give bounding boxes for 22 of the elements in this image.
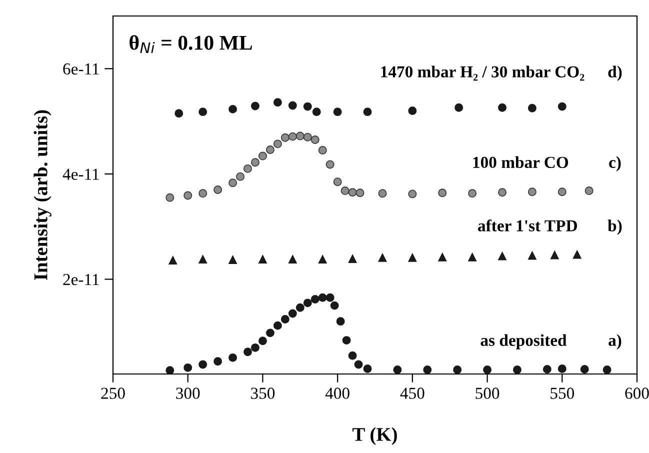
y-tick-label: 4e-11 xyxy=(62,168,99,180)
y-axis-title: Intensity (arb. units) xyxy=(34,110,52,280)
x-tick-label: 300 xyxy=(176,388,200,399)
series-label: as deposited xyxy=(480,334,567,350)
x-tick-label: 450 xyxy=(400,388,424,399)
x-tick-label: 400 xyxy=(325,388,350,399)
annotation: θ$_{Ni}$ = 0.10 ML xyxy=(130,35,252,54)
series-label: 100 mbar CO xyxy=(473,156,568,168)
annotation: c) xyxy=(609,156,621,172)
x-tick-label: 600 xyxy=(625,388,649,399)
annotation: d) xyxy=(608,66,622,81)
x-tick-label: 350 xyxy=(251,388,275,399)
annotation: b) xyxy=(608,220,622,235)
x-tick-label: 250 xyxy=(101,388,125,399)
y-tick-label: 2e-11 xyxy=(63,274,99,286)
y-tick-label: 6e-11 xyxy=(63,63,99,75)
annotation: a) xyxy=(608,334,622,350)
x-axis-title: T (K) xyxy=(352,427,397,445)
x-tick-label: 500 xyxy=(476,388,500,399)
series-label: after 1'st TPD xyxy=(478,219,577,232)
series-label: 1470 mbar H₂ / 30 mbar CO₂ xyxy=(381,66,584,81)
x-tick-label: 550 xyxy=(550,388,574,399)
